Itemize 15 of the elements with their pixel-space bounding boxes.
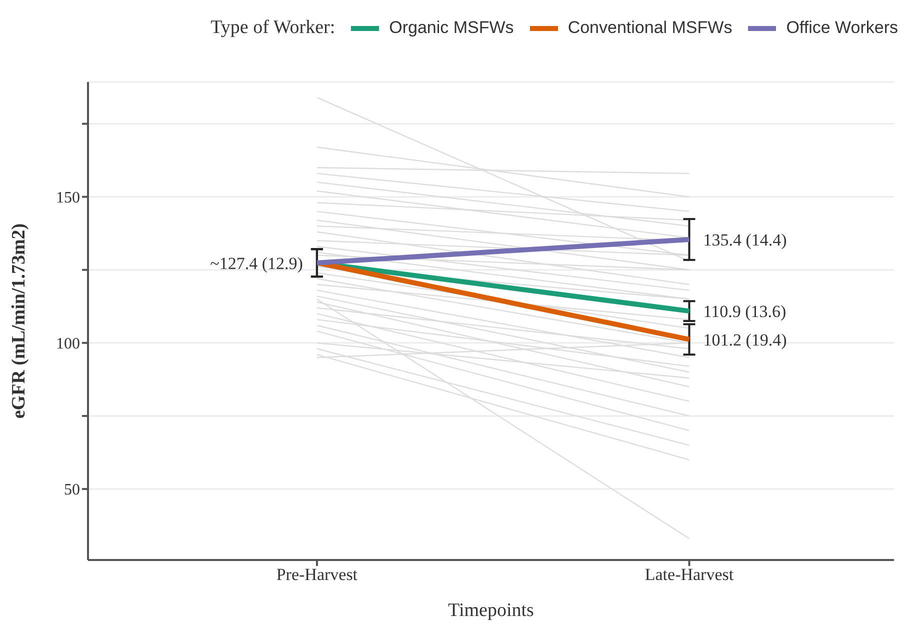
x-tick-label: Late-Harvest [644,565,734,584]
annotation: 110.9 (13.6) [703,302,786,322]
annotation: 135.4 (14.4) [703,230,787,250]
y-axis-title: eGFR (mL/min/1.73m2) [8,223,30,419]
y-tick-label: 150 [56,190,80,207]
legend-label: Conventional MSFWs [568,18,732,38]
legend-label: Organic MSFWs [389,18,514,38]
legend-title: Type of Worker: [210,17,336,39]
x-axis-title: Timepoints [448,600,534,621]
y-tick-label: 100 [56,336,80,353]
legend-label: Office Workers [786,18,898,38]
y-tick-label: 50 [64,482,80,499]
annotation: ~127.4 (12.9) [210,254,303,273]
x-tick-label: Pre-Harvest [276,565,358,584]
annotation: 101.2 (19.4) [703,330,787,350]
